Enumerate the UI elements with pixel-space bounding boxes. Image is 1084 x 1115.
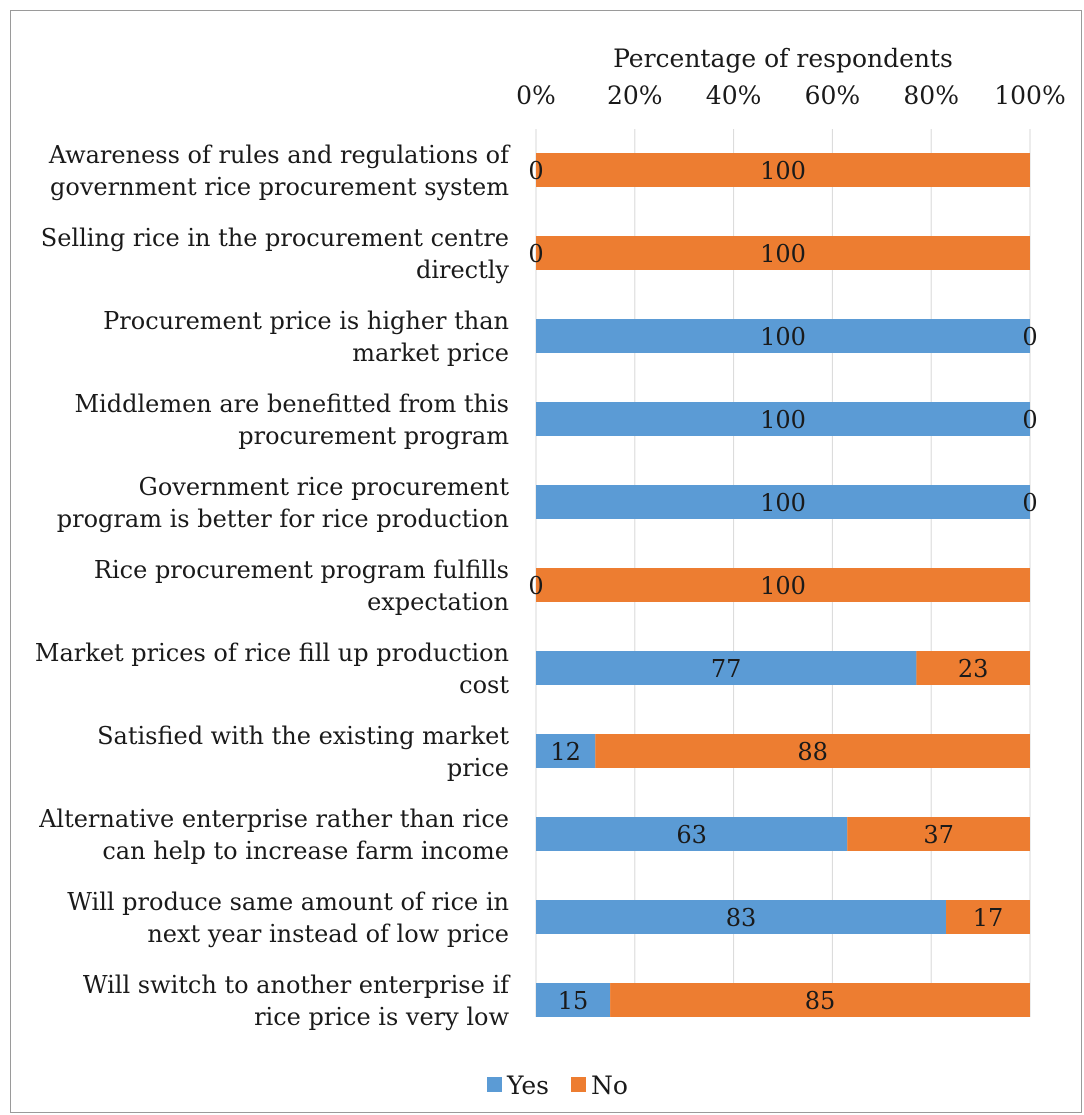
category-label: Awareness of rules and regulations of gov… — [48, 141, 511, 201]
x-tick-label: 80% — [903, 81, 959, 110]
data-label-no: 17 — [973, 904, 1004, 932]
category-label: Government rice procurement program is be… — [57, 473, 510, 533]
data-label-yes: 100 — [760, 323, 806, 351]
bar-no — [536, 236, 1030, 270]
x-tick-label: 100% — [994, 81, 1065, 110]
category-label: Middlemen are benefitted from this procur… — [74, 390, 509, 450]
bar-no — [916, 651, 1030, 685]
category-label: Market prices of rice fill up production… — [35, 639, 509, 699]
data-label-no: 88 — [797, 738, 828, 766]
data-label-no: 37 — [923, 821, 954, 849]
data-label-no: 23 — [958, 655, 989, 683]
bar-yes — [536, 485, 1030, 519]
bar-yes — [536, 983, 611, 1017]
data-label-no: 0 — [1022, 489, 1037, 517]
x-tick-label: 60% — [805, 81, 861, 110]
data-label-no: 100 — [760, 572, 806, 600]
data-label-no: 0 — [1022, 323, 1037, 351]
category-label: Will produce same amount of rice in next … — [67, 888, 509, 948]
data-label-yes: 0 — [528, 572, 543, 600]
stacked-bar-chart: Percentage of respondents 0% 20% 40% 60% 80%… — [35, 44, 1066, 1100]
data-label-no: 0 — [1022, 406, 1037, 434]
data-label-yes: 15 — [558, 987, 589, 1015]
category-label: Rice procurement program fulfills expecta… — [94, 556, 509, 616]
x-axis-title: Percentage of respondents — [613, 44, 953, 73]
bar-no — [536, 568, 1030, 602]
data-label-yes: 100 — [760, 406, 806, 434]
legend-label-no: No — [591, 1071, 628, 1100]
data-label-yes: 77 — [711, 655, 742, 683]
bar-yes — [536, 402, 1030, 436]
bar-yes — [536, 651, 917, 685]
legend-label-yes: Yes — [506, 1071, 549, 1100]
legend-swatch-yes — [487, 1077, 502, 1092]
bar-yes — [536, 734, 596, 768]
bar-no — [946, 900, 1030, 934]
data-label-yes: 0 — [528, 240, 543, 268]
x-tick-label: 20% — [607, 81, 663, 110]
chart-frame: Percentage of respondents 0% 20% 40% 60% 80%… — [10, 10, 1082, 1113]
category-label: Procurement price is higher than market p… — [103, 307, 509, 367]
data-label-no: 100 — [760, 157, 806, 185]
data-label-no: 100 — [760, 240, 806, 268]
data-label-no: 85 — [805, 987, 836, 1015]
category-label: Alternative enterprise rather than rice c… — [38, 805, 509, 865]
category-label: Satisfied with the existing market price — [97, 722, 509, 782]
x-tick-label: 40% — [706, 81, 762, 110]
category-label: Selling rice in the procurement centre di… — [41, 224, 510, 284]
bar-yes — [536, 319, 1030, 353]
bar-no — [536, 153, 1030, 187]
data-label-yes: 100 — [760, 489, 806, 517]
category-label: Will switch to another enterprise if rice… — [83, 971, 511, 1031]
bar-no — [595, 734, 1030, 768]
data-label-yes: 83 — [726, 904, 757, 932]
data-label-yes: 12 — [550, 738, 581, 766]
data-label-yes: 63 — [676, 821, 707, 849]
bar-no — [847, 817, 1030, 851]
x-tick-label: 0% — [516, 81, 556, 110]
bar-no — [610, 983, 1030, 1017]
data-label-yes: 0 — [528, 157, 543, 185]
legend-swatch-no — [571, 1077, 586, 1092]
bar-yes — [536, 900, 947, 934]
bar-yes — [536, 817, 848, 851]
